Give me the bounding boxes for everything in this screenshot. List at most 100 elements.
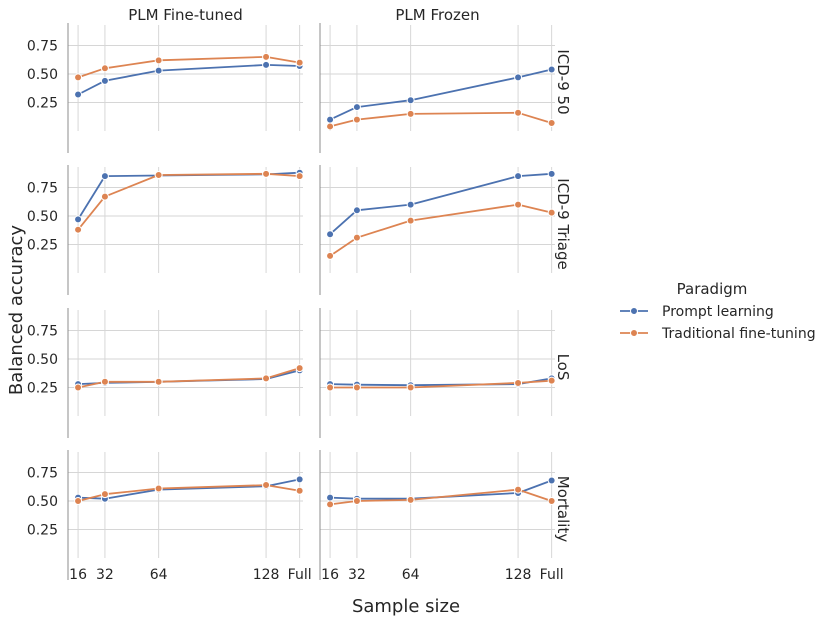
point-traditional-fine-tuning-128 — [262, 52, 271, 61]
point-traditional-fine-tuning-full — [295, 58, 304, 67]
row-label-icd-9-50: ICD-9 50 — [554, 49, 572, 114]
y-tick-label-0-75: 0.75 — [27, 466, 58, 482]
point-traditional-fine-tuning-128 — [514, 378, 523, 387]
point-traditional-fine-tuning-64 — [406, 109, 415, 118]
row-label-mortality: Mortality — [554, 476, 572, 543]
x-tick-label-16: 16 — [69, 567, 87, 583]
point-traditional-fine-tuning-16 — [326, 122, 335, 131]
x-tick-label-64: 64 — [150, 567, 168, 583]
panel-mortality-plm-fine-tuned: 0.25 0.50 0.75 16 32 64 128 Full — [27, 450, 312, 583]
point-traditional-fine-tuning-32 — [100, 192, 109, 201]
x-tick-label-64: 64 — [402, 567, 420, 583]
point-traditional-fine-tuning-16 — [74, 383, 83, 392]
y-tick-label-0-25: 0.25 — [27, 238, 58, 254]
row-label-los: LoS — [554, 354, 572, 381]
point-prompt-learning-64 — [406, 96, 415, 105]
point-traditional-fine-tuning-full — [547, 497, 556, 506]
point-prompt-learning-full — [547, 169, 556, 178]
y-tick-label-0-50: 0.50 — [27, 209, 58, 225]
point-traditional-fine-tuning-full — [295, 172, 304, 181]
point-traditional-fine-tuning-128 — [262, 169, 271, 178]
y-tick-label-0-75: 0.75 — [27, 39, 58, 55]
point-prompt-learning-16 — [326, 230, 335, 239]
y-tick-label-0-75: 0.75 — [27, 324, 58, 340]
point-traditional-fine-tuning-32 — [352, 497, 361, 506]
y-tick-label-0-25: 0.25 — [27, 523, 58, 539]
point-traditional-fine-tuning-128 — [514, 200, 523, 209]
point-prompt-learning-full — [547, 65, 556, 74]
point-traditional-fine-tuning-16 — [326, 500, 335, 509]
point-traditional-fine-tuning-full — [295, 486, 304, 495]
point-traditional-fine-tuning-16 — [74, 73, 83, 82]
legend: Paradigm Prompt learning Traditional fin… — [620, 280, 816, 342]
x-tick-label-128: 128 — [505, 567, 532, 583]
point-traditional-fine-tuning-16 — [326, 251, 335, 260]
point-traditional-fine-tuning-64 — [154, 170, 163, 179]
point-traditional-fine-tuning-64 — [154, 56, 163, 65]
point-traditional-fine-tuning-full — [295, 364, 304, 373]
panel-los-plm-fine-tuned: 0.25 0.50 0.75 — [27, 308, 304, 438]
column-title-plm-frozen: PLM Frozen — [395, 6, 479, 24]
point-prompt-learning-64 — [154, 66, 163, 75]
y-tick-label-0-50: 0.50 — [27, 494, 58, 510]
point-traditional-fine-tuning-32 — [100, 377, 109, 386]
point-traditional-fine-tuning-64 — [154, 484, 163, 493]
point-traditional-fine-tuning-128 — [514, 108, 523, 117]
point-prompt-learning-32 — [352, 206, 361, 215]
y-tick-label-0-50: 0.50 — [27, 67, 58, 83]
y-tick-label-0-50: 0.50 — [27, 352, 58, 368]
point-traditional-fine-tuning-16 — [74, 225, 83, 234]
point-prompt-learning-128 — [514, 73, 523, 82]
x-tick-label-128: 128 — [253, 567, 280, 583]
x-tick-label-full: Full — [288, 567, 312, 583]
legend-title: Paradigm — [677, 280, 748, 298]
point-traditional-fine-tuning-full — [547, 119, 556, 128]
point-traditional-fine-tuning-32 — [100, 490, 109, 499]
point-prompt-learning-16 — [326, 115, 335, 124]
panel-los-plm-frozen: LoS — [319, 308, 572, 438]
point-traditional-fine-tuning-128 — [514, 485, 523, 494]
point-prompt-learning-full — [547, 476, 556, 485]
panel-icd-9-triage-plm-frozen: ICD-9 Triage — [319, 165, 572, 295]
y-axis-label: Balanced accuracy — [6, 225, 27, 395]
point-prompt-learning-16 — [74, 90, 83, 99]
point-traditional-fine-tuning-full — [547, 208, 556, 217]
legend-marker-traditional-fine-tuning — [630, 329, 638, 337]
row-label-icd-9-triage: ICD-9 Triage — [554, 178, 572, 269]
point-traditional-fine-tuning-16 — [74, 497, 83, 506]
x-tick-label-16: 16 — [321, 567, 339, 583]
panel-icd-9-50-plm-frozen: ICD-9 50 — [319, 23, 572, 153]
panel-icd-9-50-plm-fine-tuned: 0.25 0.50 0.75 — [27, 23, 304, 153]
legend-entry-traditional-fine-tuning: Traditional fine-tuning — [620, 326, 816, 342]
x-tick-label-32: 32 — [96, 567, 114, 583]
column-title-plm-fine-tuned: PLM Fine-tuned — [128, 6, 243, 24]
point-prompt-learning-16 — [326, 493, 335, 502]
y-tick-label-0-25: 0.25 — [27, 96, 58, 112]
point-traditional-fine-tuning-32 — [352, 233, 361, 242]
point-prompt-learning-128 — [514, 172, 523, 181]
point-prompt-learning-16 — [74, 215, 83, 224]
point-traditional-fine-tuning-64 — [406, 495, 415, 504]
point-traditional-fine-tuning-32 — [352, 115, 361, 124]
point-traditional-fine-tuning-16 — [326, 383, 335, 392]
legend-label-prompt-learning: Prompt learning — [662, 304, 774, 320]
point-traditional-fine-tuning-64 — [406, 216, 415, 225]
chart-panels: PLM Fine-tuned PLM Frozen 0.25 0.50 0.75 ICD-… — [27, 6, 572, 583]
point-traditional-fine-tuning-128 — [262, 374, 271, 383]
legend-entry-prompt-learning: Prompt learning — [620, 304, 774, 320]
point-prompt-learning-32 — [100, 76, 109, 85]
point-prompt-learning-32 — [100, 172, 109, 181]
point-traditional-fine-tuning-32 — [100, 64, 109, 73]
panel-mortality-plm-frozen: Mortality 16 32 64 128 Full — [319, 450, 572, 583]
y-tick-label-0-25: 0.25 — [27, 381, 58, 397]
y-tick-label-0-75: 0.75 — [27, 181, 58, 197]
point-traditional-fine-tuning-64 — [154, 377, 163, 386]
legend-label-traditional-fine-tuning: Traditional fine-tuning — [661, 326, 816, 342]
panel-icd-9-triage-plm-fine-tuned: 0.25 0.50 0.75 — [27, 165, 304, 295]
x-tick-label-full: Full — [540, 567, 564, 583]
point-prompt-learning-32 — [352, 103, 361, 112]
x-axis-label: Sample size — [352, 596, 460, 617]
point-prompt-learning-128 — [262, 60, 271, 69]
point-traditional-fine-tuning-full — [547, 376, 556, 385]
